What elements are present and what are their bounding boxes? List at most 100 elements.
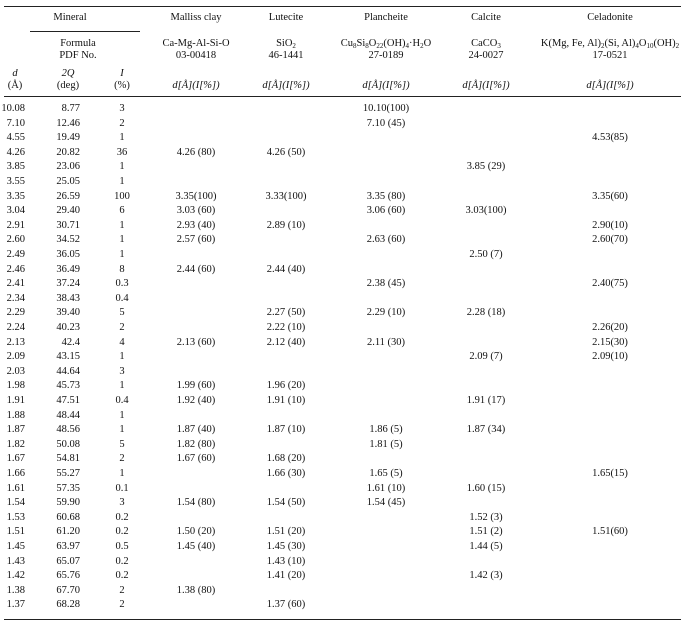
d-value: 2.13 (6, 336, 25, 348)
twoq-value: 48.56 (56, 424, 80, 436)
group-header-mineral: Mineral (53, 12, 87, 23)
d-value: 3.85 (6, 161, 25, 173)
plancheite-value: 1.54 (45) (366, 497, 406, 509)
twoq-value: 55.27 (56, 468, 80, 479)
d-value: 2.34 (6, 292, 25, 304)
lutecite-value: 4.26 (50) (266, 146, 306, 158)
intensity-label: I (120, 68, 124, 79)
formula-malliss: Ca-Mg-Al-Si-O (162, 38, 230, 49)
intensity-value: 0.4 (115, 292, 129, 304)
d-value: 2.29 (6, 307, 25, 319)
formula-calcite: CaCO3 (471, 38, 501, 50)
lutecite-value: 1.96 (20) (266, 380, 306, 392)
intensity-value: 3 (119, 365, 125, 377)
d-value: 1.45 (6, 541, 25, 552)
twoq-value: 39.40 (56, 307, 80, 319)
twoq-value: 25.05 (56, 176, 80, 187)
intensity-value: 1 (119, 161, 125, 173)
intensity-value: 3 (119, 497, 125, 509)
d-value: 4.55 (6, 132, 25, 144)
d-value: 2.03 (6, 365, 25, 377)
lutecite-value: 2.89 (10) (266, 219, 306, 231)
d-value: 2.24 (6, 322, 25, 333)
lutecite-value: 1.37 (60) (266, 599, 306, 611)
celadonite-value: 1.51(60) (592, 526, 628, 538)
malliss-value: 1.99 (60) (176, 380, 216, 392)
intensity-value: 1 (119, 409, 125, 421)
intensity-value: 0.2 (115, 555, 129, 567)
celadonite-value: 4.53(85) (592, 132, 628, 144)
twoq-value: 47.51 (56, 395, 80, 406)
plancheite-value: 2.63 (60) (366, 234, 406, 246)
mineral-pdf-label: PDF No. (59, 50, 97, 61)
lutecite-value: 2.12 (40) (266, 336, 306, 348)
intensity-value: 36 (116, 146, 128, 158)
twoq-value: 34.52 (56, 234, 80, 246)
twoq-value: 8.77 (61, 103, 80, 114)
twoq-value: 29.40 (56, 205, 80, 217)
calcite-value: 1.42 (3) (469, 570, 503, 582)
lutecite-value: 3.33(100) (265, 190, 307, 202)
malliss-value: 4.26 (80) (176, 146, 216, 158)
twoq-value: 67.70 (56, 584, 80, 596)
intensity-value: 6 (119, 205, 125, 217)
malliss-value: 2.93 (40) (176, 219, 216, 231)
d-value: 3.04 (6, 205, 25, 217)
twoq-value: 60.68 (56, 511, 80, 523)
twoq-value: 43.15 (56, 351, 80, 363)
twoq-value: 20.82 (56, 146, 80, 158)
celadonite-value: 2.60(70) (592, 234, 628, 246)
plancheite-value: 10.10(100) (362, 103, 410, 114)
twoq-value: 68.28 (56, 599, 80, 611)
d-value: 1.53 (6, 511, 25, 523)
lutecite-value: 1.66 (30) (266, 468, 306, 479)
d-value: 3.55 (6, 176, 25, 187)
calcite-value: 1.44 (5) (469, 541, 503, 552)
calcite-value: 1.60 (15) (466, 482, 506, 494)
intensity-value: 8 (119, 263, 125, 275)
intensity-value: 3 (119, 103, 125, 114)
lutecite-value: 1.87 (10) (266, 424, 306, 436)
d-value: 1.61 (6, 482, 25, 494)
malliss-value: 3.35(100) (175, 190, 217, 202)
celadonite-value: 1.65(15) (592, 468, 628, 479)
lutecite-value: 1.45 (30) (266, 541, 306, 552)
calcite-value: 1.87 (34) (466, 424, 506, 436)
twoq-value: 30.71 (56, 219, 80, 231)
celadonite-value: 2.90(10) (592, 219, 628, 231)
calcite-value: 1.52 (3) (469, 511, 503, 523)
malliss-value: 1.38 (80) (176, 584, 216, 596)
d-value: 1.51 (6, 526, 25, 538)
lutecite-value: 2.22 (10) (266, 322, 306, 333)
d-value: 4.26 (6, 146, 25, 158)
twoq-value: 65.76 (56, 570, 80, 582)
twoq-value: 61.20 (56, 526, 80, 538)
d-value: 10.08 (1, 103, 25, 114)
malliss-value: 1.50 (20) (176, 526, 216, 538)
intensity-value: 2 (119, 453, 125, 465)
d-value: 1.87 (6, 424, 25, 436)
calcite-value: 2.28 (18) (466, 307, 506, 319)
twoq-value: 54.81 (56, 453, 80, 465)
celadonite-value: 2.40(75) (592, 278, 628, 290)
twoq-value: 50.08 (56, 438, 80, 450)
twoq-label: 2Q (61, 68, 75, 79)
d-unit: (Å) (7, 80, 23, 91)
d-value: 1.91 (6, 395, 25, 406)
twoq-value: 44.64 (56, 365, 80, 377)
celadonite-value: 3.35(60) (592, 190, 628, 202)
intensity-value: 0.2 (115, 526, 129, 538)
intensity-value: 1 (119, 132, 125, 144)
intensity-value: 1 (119, 468, 125, 479)
d-value: 1.54 (6, 497, 25, 509)
unit-calcite: d[Å](I[%]) (462, 80, 510, 91)
plancheite-value: 2.11 (30) (366, 336, 406, 348)
d-label: d (12, 68, 18, 79)
intensity-value: 1 (119, 219, 125, 231)
top-rule (4, 6, 681, 7)
celadonite-value: 2.09(10) (592, 351, 628, 363)
unit-celadonite: d[Å](I[%]) (586, 80, 634, 91)
malliss-value: 2.44 (60) (176, 263, 216, 275)
d-value: 1.37 (6, 599, 25, 611)
